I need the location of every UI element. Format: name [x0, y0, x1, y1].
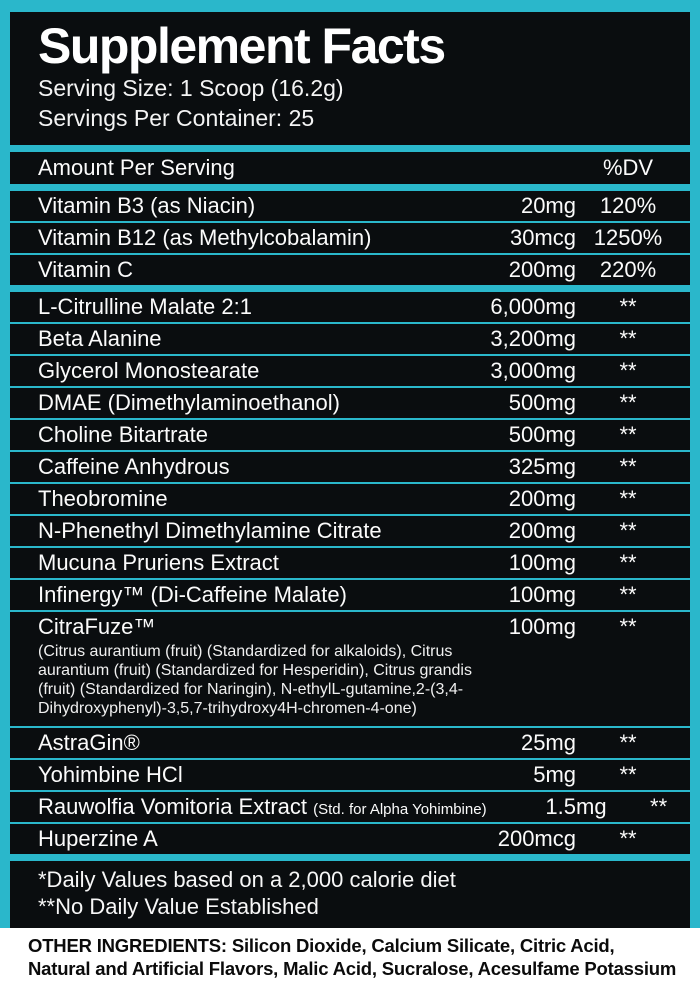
ingredient-dv: ** [619, 614, 637, 640]
table-row-theobromine: Theobromine 200mg ** [10, 484, 690, 515]
other-ingredients-section: OTHER INGREDIENTS: Silicon Dioxide, Calc… [0, 928, 700, 987]
ingredient-amount: 30mcg [509, 225, 576, 251]
table-row-choline: Choline Bitartrate 500mg ** [10, 420, 690, 451]
ingredient-description: (Citrus aurantium (fruit) (Standardized … [38, 643, 472, 718]
ingredient-dv: 220% [599, 257, 657, 283]
ingredient-name: Glycerol Monostearate [38, 358, 260, 384]
ingredient-name: Choline Bitartrate [38, 422, 208, 448]
ingredient-name: Yohimbine HCl [38, 762, 183, 788]
ingredient-name: Caffeine Anhydrous [38, 454, 230, 480]
ingredient-dv: ** [619, 294, 637, 320]
ingredient-amount: 100mg [508, 582, 576, 608]
ingredient-amount: 25mg [520, 730, 576, 756]
ingredient-amount: 5mg [533, 762, 576, 788]
ingredient-name: Vitamin B12 (as Methylcobalamin) [38, 225, 372, 251]
table-row-vitamin-c: Vitamin C 200mg 220% [10, 255, 690, 286]
footnotes-panel: *Daily Values based on a 2,000 calorie d… [10, 861, 690, 929]
ingredient-name: Vitamin B3 (as Niacin) [38, 193, 256, 219]
servings-per-container: Servings Per Container: 25 [38, 104, 315, 131]
ingredient-dv: ** [619, 326, 637, 352]
ingredient-dv: ** [619, 486, 637, 512]
header-panel: Supplement Facts Serving Size: 1 Scoop (… [10, 12, 690, 146]
ingredient-name: Vitamin C [38, 257, 133, 283]
ingredient-dv: 1250% [593, 225, 663, 251]
ingredient-dv: ** [619, 826, 637, 852]
table-row-citrulline: L-Citrulline Malate 2:1 6,000mg ** [10, 292, 690, 323]
ingredient-name: N-Phenethyl Dimethylamine Citrate [38, 518, 382, 544]
ingredient-name: Mucuna Pruriens Extract [38, 550, 279, 576]
other-ingredients-line2: Natural and Artificial Flavors, Malic Ac… [28, 958, 677, 980]
table-row-glycerol: Glycerol Monostearate 3,000mg ** [10, 356, 690, 387]
table-row-yohimbine: Yohimbine HCl 5mg ** [10, 760, 690, 791]
ingredient-dv: ** [619, 454, 637, 480]
ingredient-amount: 20mg [520, 193, 576, 219]
ingredient-name: Infinergy™ (Di-Caffeine Malate) [38, 582, 347, 608]
ingredient-name: DMAE (Dimethylaminoethanol) [38, 390, 340, 416]
serving-size: Serving Size: 1 Scoop (16.2g) [38, 74, 344, 101]
ingredient-name: Beta Alanine [38, 326, 162, 352]
table-row-mucuna: Mucuna Pruriens Extract 100mg ** [10, 548, 690, 579]
table-row-beta-alanine: Beta Alanine 3,200mg ** [10, 324, 690, 355]
ingredient-dv: ** [650, 794, 668, 820]
ingredient-name: Rauwolfia Vomitoria Extract [38, 794, 307, 820]
table-row-vitamin-b12: Vitamin B12 (as Methylcobalamin) 30mcg 1… [10, 223, 690, 254]
table-row-astragin: AstraGin® 25mg ** [10, 728, 690, 759]
ingredient-amount: 500mg [508, 422, 576, 448]
ingredient-standardization-note: (Std. for Alpha Yohimbine) [313, 801, 487, 819]
table-row-phenethyl: N-Phenethyl Dimethylamine Citrate 200mg … [10, 516, 690, 547]
dv-header: %DV [602, 155, 654, 181]
ingredient-amount: 3,000mg [490, 358, 576, 384]
ingredient-dv: ** [619, 582, 637, 608]
column-header-row: Amount Per Serving %DV [10, 152, 690, 185]
daily-value-footnote: *Daily Values based on a 2,000 calorie d… [38, 867, 456, 893]
table-row-dmae: DMAE (Dimethylaminoethanol) 500mg ** [10, 388, 690, 419]
ingredient-amount: 6,000mg [490, 294, 576, 320]
table-row-vitamin-b3: Vitamin B3 (as Niacin) 20mg 120% [10, 191, 690, 222]
ingredient-dv: ** [619, 518, 637, 544]
ingredient-dv: ** [619, 762, 637, 788]
ingredient-dv: ** [619, 358, 637, 384]
table-row-caffeine: Caffeine Anhydrous 325mg ** [10, 452, 690, 483]
ingredient-name: Huperzine A [38, 826, 158, 852]
ingredient-name: AstraGin® [38, 730, 140, 756]
other-ingredients-line1: Silicon Dioxide, Calcium Silicate, Citri… [226, 935, 615, 957]
ingredient-amount: 1.5mg [545, 794, 607, 820]
ingredient-amount: 100mg [508, 550, 576, 576]
no-daily-value-footnote: **No Daily Value Established [38, 894, 319, 920]
ingredient-amount: 500mg [508, 390, 576, 416]
amount-per-serving-header: Amount Per Serving [38, 155, 235, 181]
ingredient-name: CitraFuze™ [38, 614, 156, 640]
table-row-rauwolfia: Rauwolfia Vomitoria Extract (Std. for Al… [10, 792, 690, 823]
other-ingredients-label: OTHER INGREDIENTS: [28, 935, 227, 957]
ingredient-amount: 100mg [508, 614, 576, 640]
ingredient-amount: 325mg [508, 454, 576, 480]
ingredient-dv: ** [619, 730, 637, 756]
ingredient-name: L-Citrulline Malate 2:1 [38, 294, 252, 320]
ingredient-name: Theobromine [38, 486, 168, 512]
table-row-infinergy: Infinergy™ (Di-Caffeine Malate) 100mg ** [10, 580, 690, 611]
ingredient-dv: ** [619, 390, 637, 416]
ingredient-dv: ** [619, 550, 637, 576]
ingredient-dv: ** [619, 422, 637, 448]
ingredient-dv: 120% [599, 193, 657, 219]
ingredient-amount: 200mcg [497, 826, 576, 852]
ingredient-amount: 3,200mg [490, 326, 576, 352]
ingredient-amount: 200mg [508, 486, 576, 512]
ingredient-amount: 200mg [508, 257, 576, 283]
table-row-huperzine: Huperzine A 200mcg ** [10, 824, 690, 855]
table-row-citrafuze: CitraFuze™ 100mg ** (Citrus aurantium (f… [10, 612, 690, 727]
page-title: Supplement Facts [38, 18, 446, 74]
ingredient-amount: 200mg [508, 518, 576, 544]
